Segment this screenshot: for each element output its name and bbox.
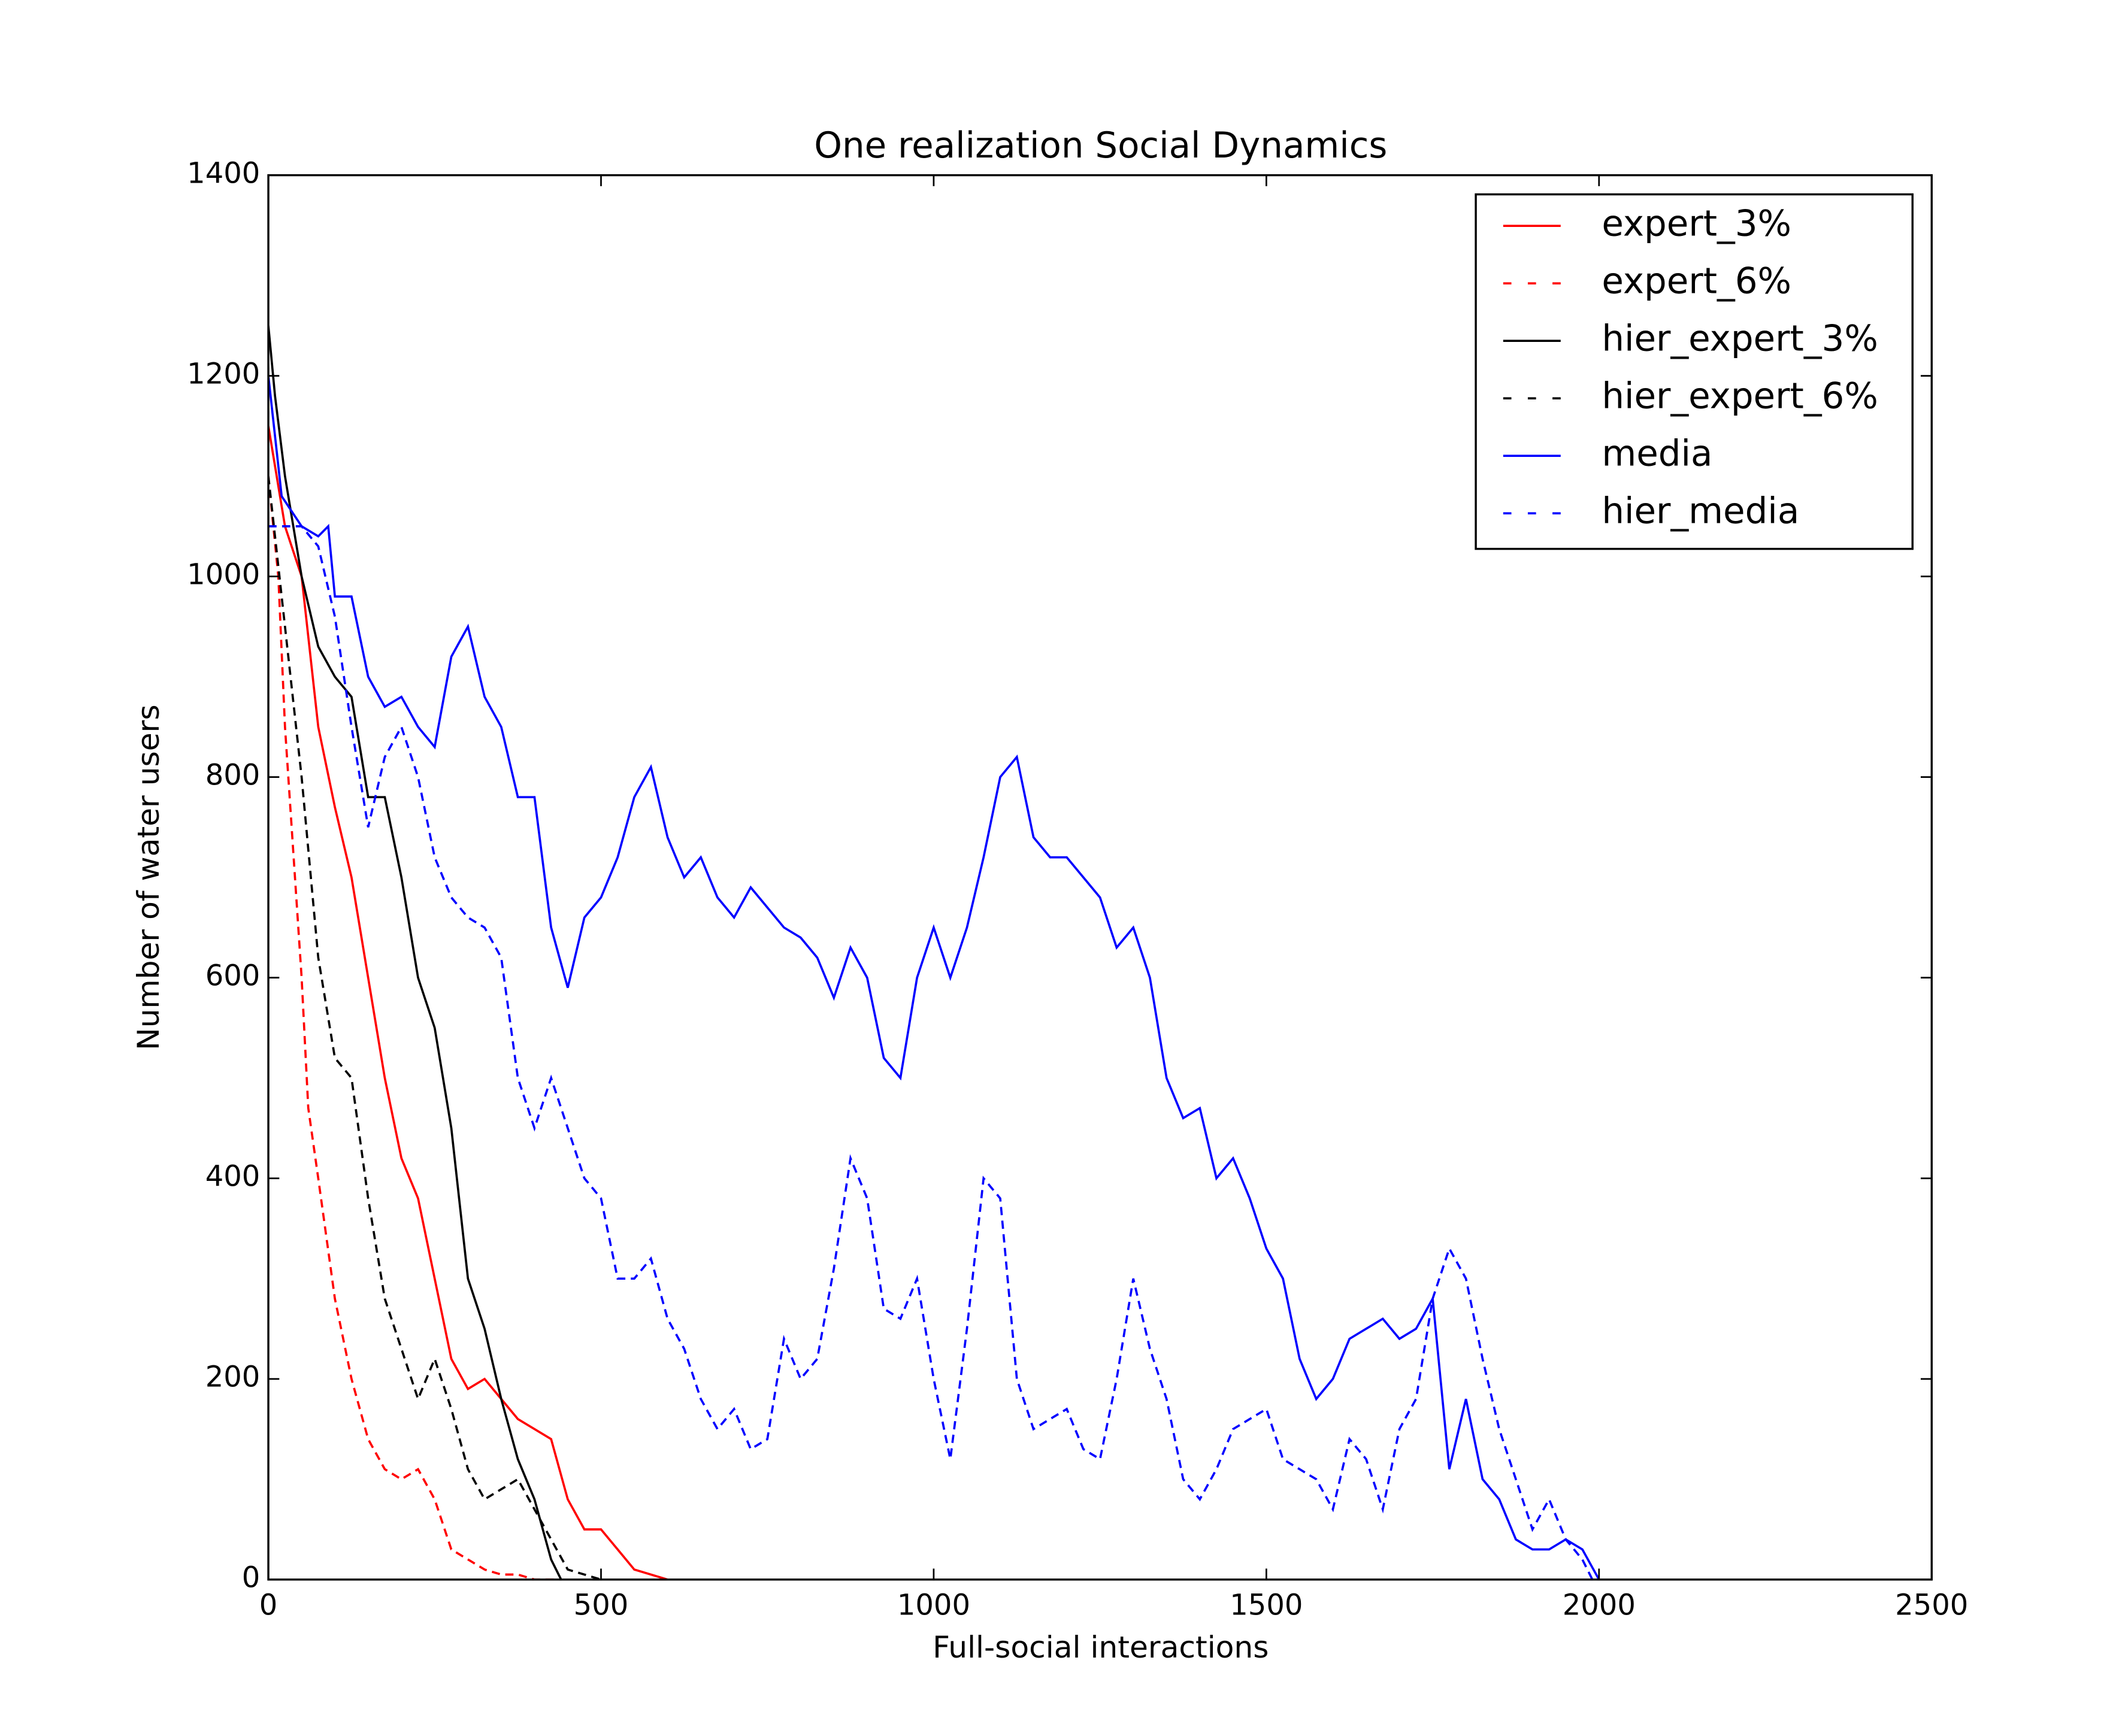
- legend-box: [1475, 193, 1914, 550]
- legend-label: hier_expert_3%: [1602, 318, 1878, 359]
- y-tick-label: 1200: [187, 357, 260, 391]
- x-tick-label: 0: [259, 1588, 278, 1622]
- y-tick-label: 800: [205, 759, 261, 792]
- series-line: [268, 426, 668, 1580]
- y-tick-label: 0: [242, 1561, 261, 1595]
- x-tick-label: 1500: [1230, 1588, 1303, 1622]
- plot-frame: [267, 174, 1933, 1581]
- x-tick-label: 2000: [1563, 1588, 1636, 1622]
- y-tick-label: 400: [205, 1160, 261, 1193]
- legend-label: hier_expert_6%: [1602, 375, 1878, 417]
- series-line: [268, 325, 562, 1580]
- series-line: [268, 375, 1600, 1580]
- series-line: [268, 525, 1594, 1580]
- legend-label: media: [1602, 433, 1712, 474]
- legend-label: hier_media: [1602, 490, 1799, 532]
- y-axis-label: Number of water users: [131, 704, 166, 1050]
- y-tick-label: 1400: [187, 157, 260, 190]
- x-axis-label: Full-social interactions: [933, 1629, 1269, 1665]
- legend-label: expert_3%: [1602, 203, 1791, 244]
- legend-label: expert_6%: [1602, 260, 1791, 302]
- chart-title: One realization Social Dynamics: [814, 125, 1387, 166]
- x-tick-label: 500: [574, 1588, 629, 1622]
- x-tick-label: 2500: [1895, 1588, 1968, 1622]
- series-line: [268, 475, 561, 1580]
- y-tick-label: 1000: [187, 558, 260, 592]
- y-tick-label: 200: [205, 1361, 261, 1394]
- y-tick-label: 600: [205, 959, 261, 993]
- x-tick-label: 1000: [897, 1588, 970, 1622]
